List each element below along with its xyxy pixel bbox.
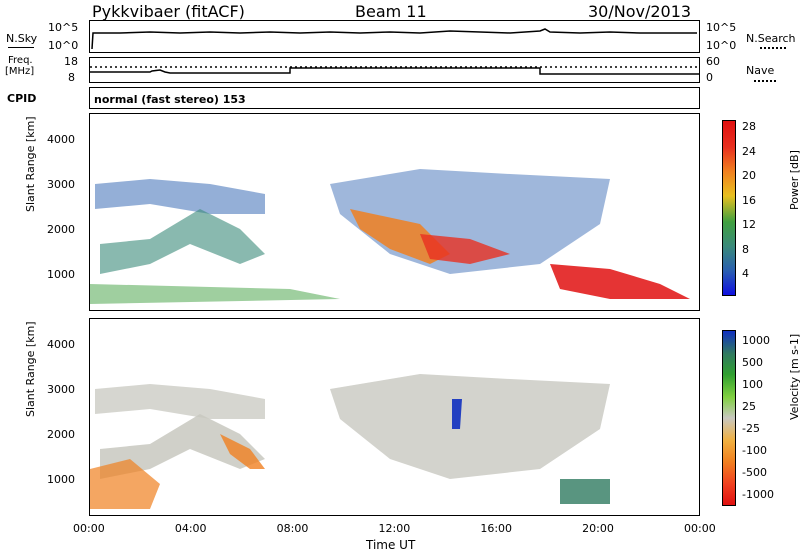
noise-trace bbox=[91, 28, 697, 50]
noise-tick-top-left: 10^5 bbox=[48, 21, 79, 34]
velocity-y-tick-label: 4000 bbox=[47, 338, 75, 351]
velocity-echo-region-3 bbox=[220, 434, 265, 469]
velocity-colorbar-tick-label: -500 bbox=[742, 466, 767, 479]
velocity-echo-region-5 bbox=[452, 399, 462, 429]
date-title: 30/Nov/2013 bbox=[588, 2, 692, 21]
freq-tick-top: 18 bbox=[64, 55, 78, 68]
nave-tick-top: 60 bbox=[706, 55, 720, 68]
noise-sky-line bbox=[8, 47, 34, 48]
cpid-value: normal (fast stereo) 153 bbox=[94, 93, 246, 106]
velocity-ylabel: Slant Range [km] bbox=[24, 321, 37, 417]
station-title: Pykkvibaer (fitACF) bbox=[92, 2, 245, 21]
power-echo-region-2 bbox=[100, 209, 265, 274]
x-tick-label: 00:00 bbox=[73, 522, 105, 535]
freq-trace bbox=[90, 66, 699, 75]
power-ylabel: Slant Range [km] bbox=[24, 116, 37, 212]
power-panel bbox=[89, 113, 700, 311]
power-colorbar-label: Power [dB] bbox=[788, 150, 800, 210]
beam-title: Beam 11 bbox=[355, 2, 427, 21]
nave-tick-bottom: 0 bbox=[706, 71, 713, 84]
power-colorbar-tick-label: 4 bbox=[742, 267, 749, 280]
power-y-tick-label: 3000 bbox=[47, 178, 75, 191]
velocity-y-tick-label: 3000 bbox=[47, 383, 75, 396]
velocity-colorbar-tick-label: 1000 bbox=[742, 334, 770, 347]
cpid-label: CPID bbox=[7, 92, 37, 105]
velocity-colorbar-tick-label: -100 bbox=[742, 444, 767, 457]
velocity-panel bbox=[89, 318, 700, 516]
freq-unit-label: [MHz] bbox=[5, 66, 35, 77]
power-colorbar bbox=[722, 120, 736, 296]
nave-line bbox=[754, 80, 776, 82]
velocity-echo-region-1 bbox=[95, 384, 265, 419]
power-colorbar-tick-label: 20 bbox=[742, 169, 756, 183]
power-colorbar-tick-label: 12 bbox=[742, 218, 756, 232]
noise-tick-top-right: 10^5 bbox=[706, 21, 737, 34]
freq-panel bbox=[89, 57, 700, 83]
power-echo-region-7 bbox=[90, 284, 340, 304]
velocity-colorbar-tick-label: 100 bbox=[742, 378, 763, 391]
noise-tick-bottom-left: 10^0 bbox=[48, 39, 79, 52]
velocity-colorbar-tick-label: -25 bbox=[742, 422, 760, 435]
x-tick-label: 12:00 bbox=[378, 522, 411, 535]
power-colorbar-tick-label: 16 bbox=[742, 193, 756, 207]
velocity-colorbar-tick-label: -1000 bbox=[742, 488, 774, 501]
power-y-tick-label: 2000 bbox=[47, 223, 75, 236]
velocity-y-tick-label: 1000 bbox=[47, 473, 75, 486]
power-echo-region-6 bbox=[550, 264, 690, 299]
power-y-tick-label: 1000 bbox=[47, 268, 75, 281]
noise-tick-bottom-right: 10^0 bbox=[706, 39, 737, 52]
power-colorbar-tick-label: 8 bbox=[742, 242, 749, 256]
noise-panel bbox=[89, 20, 700, 53]
power-colorbar-tick-label: 24 bbox=[742, 144, 756, 158]
power-echo-region-1 bbox=[95, 179, 265, 214]
velocity-colorbar-tick-label: 500 bbox=[742, 356, 763, 369]
x-axis-label: Time UT bbox=[366, 538, 416, 552]
velocity-colorbar-tick-label: 25 bbox=[742, 400, 756, 413]
power-y-tick-label: 4000 bbox=[47, 133, 75, 146]
x-tick-label: 00:00 bbox=[684, 522, 716, 535]
nave-label: Nave bbox=[746, 64, 775, 77]
velocity-echo-region-2 bbox=[100, 414, 265, 479]
velocity-scatter-plot bbox=[90, 374, 610, 509]
noise-search-line bbox=[760, 47, 786, 49]
velocity-colorbar bbox=[722, 330, 736, 506]
power-echo-region-5 bbox=[420, 234, 510, 264]
x-tick-label: 04:00 bbox=[174, 522, 207, 535]
x-tick-label: 20:00 bbox=[582, 522, 614, 535]
velocity-y-tick-label: 2000 bbox=[47, 428, 75, 441]
x-tick-label: 08:00 bbox=[276, 522, 309, 535]
velocity-echo-region-7 bbox=[90, 459, 160, 509]
power-scatter-plot bbox=[90, 169, 690, 304]
freq-label: Freq. bbox=[8, 55, 33, 66]
power-colorbar-tick-label: 28 bbox=[742, 120, 756, 134]
noise-search-label: N.Search bbox=[746, 32, 796, 45]
velocity-colorbar-label: Velocity [m s-1] bbox=[788, 333, 800, 420]
power-echo-region-4 bbox=[350, 209, 450, 264]
cpid-panel: normal (fast stereo) 153 bbox=[89, 87, 700, 109]
velocity-echo-region-4 bbox=[330, 374, 610, 479]
velocity-echo-region-6 bbox=[560, 479, 610, 504]
x-tick-label: 16:00 bbox=[480, 522, 513, 535]
freq-tick-bottom: 8 bbox=[68, 71, 75, 84]
noise-sky-label: N.Sky bbox=[6, 32, 38, 45]
